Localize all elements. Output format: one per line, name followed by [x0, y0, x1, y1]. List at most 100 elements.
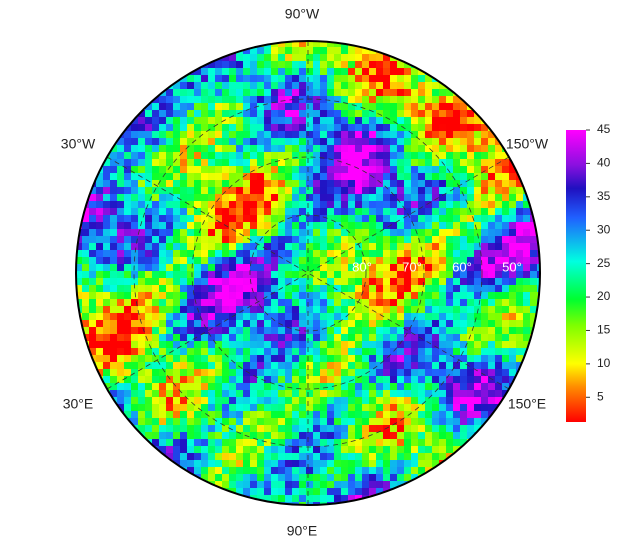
raster-cell	[264, 495, 271, 502]
raster-cell	[376, 201, 383, 208]
raster-cell	[516, 292, 523, 299]
raster-cell	[355, 446, 362, 453]
raster-cell	[313, 348, 320, 355]
raster-cell	[341, 285, 348, 292]
raster-cell	[495, 320, 502, 327]
raster-cell	[425, 383, 432, 390]
raster-cell	[243, 75, 250, 82]
raster-cell	[131, 334, 138, 341]
raster-cell	[110, 159, 117, 166]
raster-cell	[215, 173, 222, 180]
raster-cell	[159, 362, 166, 369]
raster-cell	[299, 306, 306, 313]
raster-cell	[411, 362, 418, 369]
raster-cell	[439, 292, 446, 299]
raster-cell	[145, 383, 152, 390]
raster-cell	[229, 432, 236, 439]
raster-cell	[348, 474, 355, 481]
raster-cell	[201, 117, 208, 124]
raster-cell	[306, 481, 313, 488]
raster-cell	[173, 229, 180, 236]
raster-cell	[159, 313, 166, 320]
raster-cell	[383, 117, 390, 124]
raster-cell	[460, 159, 467, 166]
raster-cell	[516, 376, 523, 383]
raster-cell	[411, 418, 418, 425]
raster-cell	[138, 397, 145, 404]
raster-cell	[460, 103, 467, 110]
raster-cell	[222, 313, 229, 320]
raster-cell	[467, 124, 474, 131]
raster-cell	[327, 166, 334, 173]
raster-cell	[229, 257, 236, 264]
raster-cell	[355, 166, 362, 173]
raster-cell	[411, 243, 418, 250]
raster-cell	[124, 131, 131, 138]
raster-cell	[313, 495, 320, 502]
raster-cell	[355, 145, 362, 152]
raster-cell	[327, 264, 334, 271]
raster-cell	[285, 292, 292, 299]
raster-cell	[194, 460, 201, 467]
raster-cell	[215, 124, 222, 131]
raster-cell	[327, 390, 334, 397]
raster-cell	[341, 180, 348, 187]
raster-cell	[362, 334, 369, 341]
raster-cell	[439, 285, 446, 292]
raster-cell	[362, 481, 369, 488]
raster-cell	[467, 376, 474, 383]
raster-cell	[369, 397, 376, 404]
raster-cell	[509, 292, 516, 299]
raster-cell	[439, 229, 446, 236]
raster-cell	[124, 236, 131, 243]
raster-cell	[397, 495, 404, 502]
raster-cell	[439, 96, 446, 103]
raster-cell	[390, 229, 397, 236]
raster-cell	[124, 320, 131, 327]
raster-cell	[383, 271, 390, 278]
raster-cell	[376, 474, 383, 481]
raster-cell	[348, 236, 355, 243]
raster-cell	[138, 327, 145, 334]
raster-cell	[313, 299, 320, 306]
raster-cell	[201, 474, 208, 481]
raster-cell	[439, 180, 446, 187]
raster-cell	[446, 334, 453, 341]
raster-cell	[229, 397, 236, 404]
raster-cell	[82, 236, 89, 243]
raster-cell	[194, 96, 201, 103]
colorbar-label: 25	[597, 256, 611, 270]
raster-cell	[201, 411, 208, 418]
raster-cell	[145, 159, 152, 166]
raster-cell	[271, 446, 278, 453]
raster-cell	[306, 369, 313, 376]
raster-cell	[383, 334, 390, 341]
raster-cell	[208, 82, 215, 89]
raster-cell	[425, 439, 432, 446]
raster-cell	[271, 215, 278, 222]
raster-cell	[124, 313, 131, 320]
raster-cell	[257, 271, 264, 278]
raster-cell	[453, 222, 460, 229]
raster-cell	[348, 222, 355, 229]
raster-cell	[383, 229, 390, 236]
raster-cell	[96, 334, 103, 341]
raster-cell	[453, 96, 460, 103]
raster-cell	[229, 474, 236, 481]
raster-cell	[446, 439, 453, 446]
raster-cell	[194, 348, 201, 355]
raster-cell	[180, 222, 187, 229]
raster-cell	[320, 292, 327, 299]
raster-cell	[271, 397, 278, 404]
raster-cell	[390, 369, 397, 376]
raster-cell	[215, 369, 222, 376]
raster-cell	[208, 243, 215, 250]
raster-cell	[229, 222, 236, 229]
raster-cell	[509, 187, 516, 194]
raster-cell	[334, 432, 341, 439]
raster-cell	[243, 299, 250, 306]
raster-cell	[390, 75, 397, 82]
raster-cell	[439, 103, 446, 110]
raster-cell	[278, 334, 285, 341]
raster-cell	[159, 390, 166, 397]
